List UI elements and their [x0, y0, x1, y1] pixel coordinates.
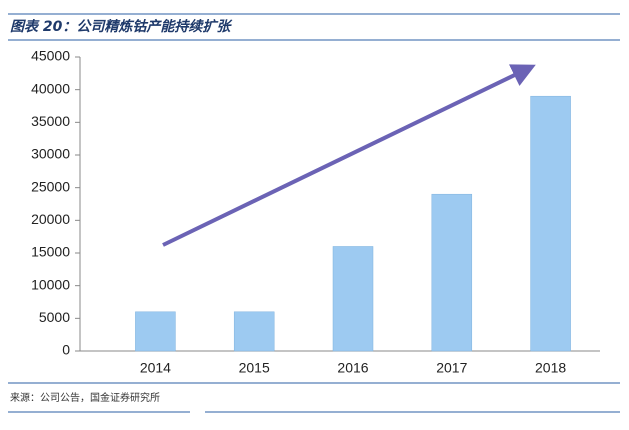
x-tick-label: 2015	[239, 360, 270, 376]
y-tick-label: 0	[62, 342, 70, 358]
trend-arrow	[162, 64, 536, 247]
chart-title: 图表 20：公司精炼钴产能持续扩张	[10, 18, 233, 35]
bar	[332, 246, 374, 352]
y-tick-label: 20000	[31, 211, 70, 227]
x-tick-label: 2016	[337, 360, 368, 376]
y-tick-label: 10000	[31, 276, 70, 292]
plot: 0 5000 10000 15000 20000 25000 30000 35000 40000…	[31, 48, 600, 376]
x-tick-label: 2014	[140, 360, 171, 376]
y-tick-label: 40000	[31, 80, 70, 96]
bar	[135, 311, 176, 352]
x-tick-label: 2018	[535, 360, 566, 376]
source: 来源：公司公告，国金证券研究所	[10, 391, 160, 404]
y-tick-label: 15000	[31, 244, 70, 260]
bar	[233, 311, 275, 352]
y-tick-label: 5000	[39, 309, 70, 325]
y-tick-label: 35000	[31, 113, 70, 129]
bar	[431, 193, 473, 352]
bar	[530, 95, 571, 352]
y-tick-label: 45000	[31, 48, 70, 64]
y-tick-label: 30000	[31, 146, 70, 162]
x-tick-label: 2017	[436, 360, 467, 376]
y-tick-label: 25000	[31, 178, 70, 194]
